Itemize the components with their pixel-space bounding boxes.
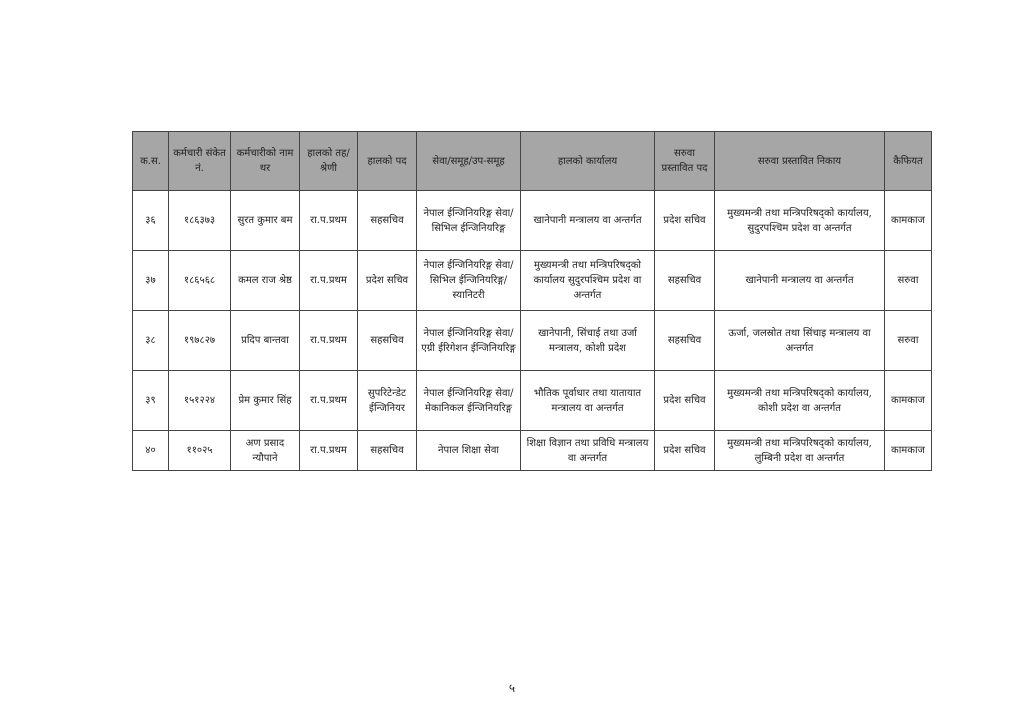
- column-header: हालको कार्यालय: [520, 131, 655, 191]
- table-cell: १९७८२७: [168, 310, 231, 371]
- table-cell: १८६५६८: [168, 250, 231, 311]
- table-cell: सहसचिव: [357, 430, 417, 471]
- table-cell: मुख्यमन्त्री तथा मन्त्रिपरिषद्को कार्याल…: [714, 430, 885, 471]
- table-cell: सहसचिव: [654, 250, 715, 311]
- table-cell: कामकाज: [884, 370, 932, 431]
- table-cell: ३७: [132, 250, 169, 311]
- table-cell: प्रेम कुमार सिंह: [230, 370, 300, 431]
- column-header: कर्मचारी संकेत नं.: [168, 131, 231, 191]
- table-cell: सरुवा: [884, 250, 932, 311]
- table-cell: सुरत कुमार बम: [230, 190, 300, 251]
- table-cell: खानेपानी मन्त्रालय वा अन्तर्गत: [520, 190, 655, 251]
- table-cell: रा.प.प्रथम: [299, 310, 358, 371]
- table-cell: प्रदेश सचिव: [654, 430, 715, 471]
- column-header: हालको तह/श्रेणी: [299, 131, 358, 191]
- transfer-table: क.स. कर्मचारी संकेत नं. कर्मचारीको नाम थर ह…: [132, 131, 932, 471]
- column-header: सरुवा प्रस्तावित पद: [654, 131, 715, 191]
- table-row: ३९ १५१२२४ प्रेम कुमार सिंह रा.प.प्रथम सुपरिट…: [132, 370, 932, 431]
- table-cell: खानेपानी, सिंचाई तथा उर्जा मन्त्रालय, को…: [520, 310, 655, 371]
- table-cell: अण प्रसाद न्यौपाने: [230, 430, 300, 471]
- table-cell: सहसचिव: [357, 310, 417, 371]
- table-cell: मुख्यमन्त्री तथा मन्त्रिपरिषद्को कार्याल…: [714, 190, 885, 251]
- table-cell: भौतिक पूर्वाधार तथा यातायात मन्त्रालय वा…: [520, 370, 655, 431]
- table-cell: कमल राज श्रेष्ठ: [230, 250, 300, 311]
- table-row: ३८ १९७८२७ प्रदिप बान्तवा रा.प.प्रथम सहसचिव ने…: [132, 310, 932, 371]
- header-row: क.स. कर्मचारी संकेत नं. कर्मचारीको नाम थर ह…: [132, 131, 932, 191]
- table-cell: मुख्यमन्त्री तथा मन्त्रिपरिषद्को कार्याल…: [714, 370, 885, 431]
- table-cell: रा.प.प्रथम: [299, 430, 358, 471]
- table-cell: प्रदेश सचिव: [654, 190, 715, 251]
- table-cell: कामकाज: [884, 190, 932, 251]
- column-header: हालको पद: [357, 131, 417, 191]
- table-row: ३७ १८६५६८ कमल राज श्रेष्ठ रा.प.प्रथम प्रदेश …: [132, 250, 932, 311]
- table-cell: सुपरिटेन्डेट ईन्जिनियर: [357, 370, 417, 431]
- table-cell: प्रदेश सचिव: [357, 250, 417, 311]
- table-cell: नेपाल ईन्जिनियरिङ्ग सेवा/सिभिल ईन्जिनियर…: [416, 190, 521, 251]
- table-cell: मुख्यमन्त्री तथा मन्त्रिपरिषद्को कार्याल…: [520, 250, 655, 311]
- column-header: क.स.: [132, 131, 169, 191]
- table-cell: नेपाल ईन्जिनियरिङ्ग सेवा/सिभिल ईन्जिनियर…: [416, 250, 521, 311]
- table-cell: ३८: [132, 310, 169, 371]
- table-cell: ४०: [132, 430, 169, 471]
- table-cell: सहसचिव: [654, 310, 715, 371]
- column-header: कैफियत: [884, 131, 932, 191]
- column-header: कर्मचारीको नाम थर: [230, 131, 300, 191]
- table-cell: १८६३७३: [168, 190, 231, 251]
- table-row: ४० ११०२५ अण प्रसाद न्यौपाने रा.प.प्रथम सहसचि…: [132, 430, 932, 471]
- table-cell: नेपाल ईन्जिनियरिङ्ग सेवा/एग्री ईरिगेशन ई…: [416, 310, 521, 371]
- table-cell: ३६: [132, 190, 169, 251]
- column-header: सेवा/समूह/उप-समूह: [416, 131, 521, 191]
- page-number: ५: [508, 681, 516, 695]
- table-cell: रा.प.प्रथम: [299, 190, 358, 251]
- table-row: ३६ १८६३७३ सुरत कुमार बम रा.प.प्रथम सहसचिव नेप…: [132, 190, 932, 251]
- table-cell: प्रदिप बान्तवा: [230, 310, 300, 371]
- table-cell: शिक्षा विज्ञान तथा प्रविधि मन्त्रालय वा …: [520, 430, 655, 471]
- table-cell: कामकाज: [884, 430, 932, 471]
- table-cell: खानेपानी मन्त्रालय वा अन्तर्गत: [714, 250, 885, 311]
- table-cell: १५१२२४: [168, 370, 231, 431]
- table-cell: प्रदेश सचिव: [654, 370, 715, 431]
- column-header: सरुवा प्रस्तावित निकाय: [714, 131, 885, 191]
- table-cell: रा.प.प्रथम: [299, 250, 358, 311]
- table-cell: ३९: [132, 370, 169, 431]
- table-cell: सरुवा: [884, 310, 932, 371]
- table-cell: नेपाल ईन्जिनियरिङ्ग सेवा/मेकानिकल ईन्जिन…: [416, 370, 521, 431]
- table-cell: नेपाल शिक्षा सेवा: [416, 430, 521, 471]
- table-cell: ११०२५: [168, 430, 231, 471]
- table-cell: ऊर्जा, जलस्रोत तथा सिंचाइ मन्त्रालय वा अ…: [714, 310, 885, 371]
- table-cell: रा.प.प्रथम: [299, 370, 358, 431]
- table-cell: सहसचिव: [357, 190, 417, 251]
- table-body: ३६ १८६३७३ सुरत कुमार बम रा.प.प्रथम सहसचिव नेप…: [132, 190, 932, 471]
